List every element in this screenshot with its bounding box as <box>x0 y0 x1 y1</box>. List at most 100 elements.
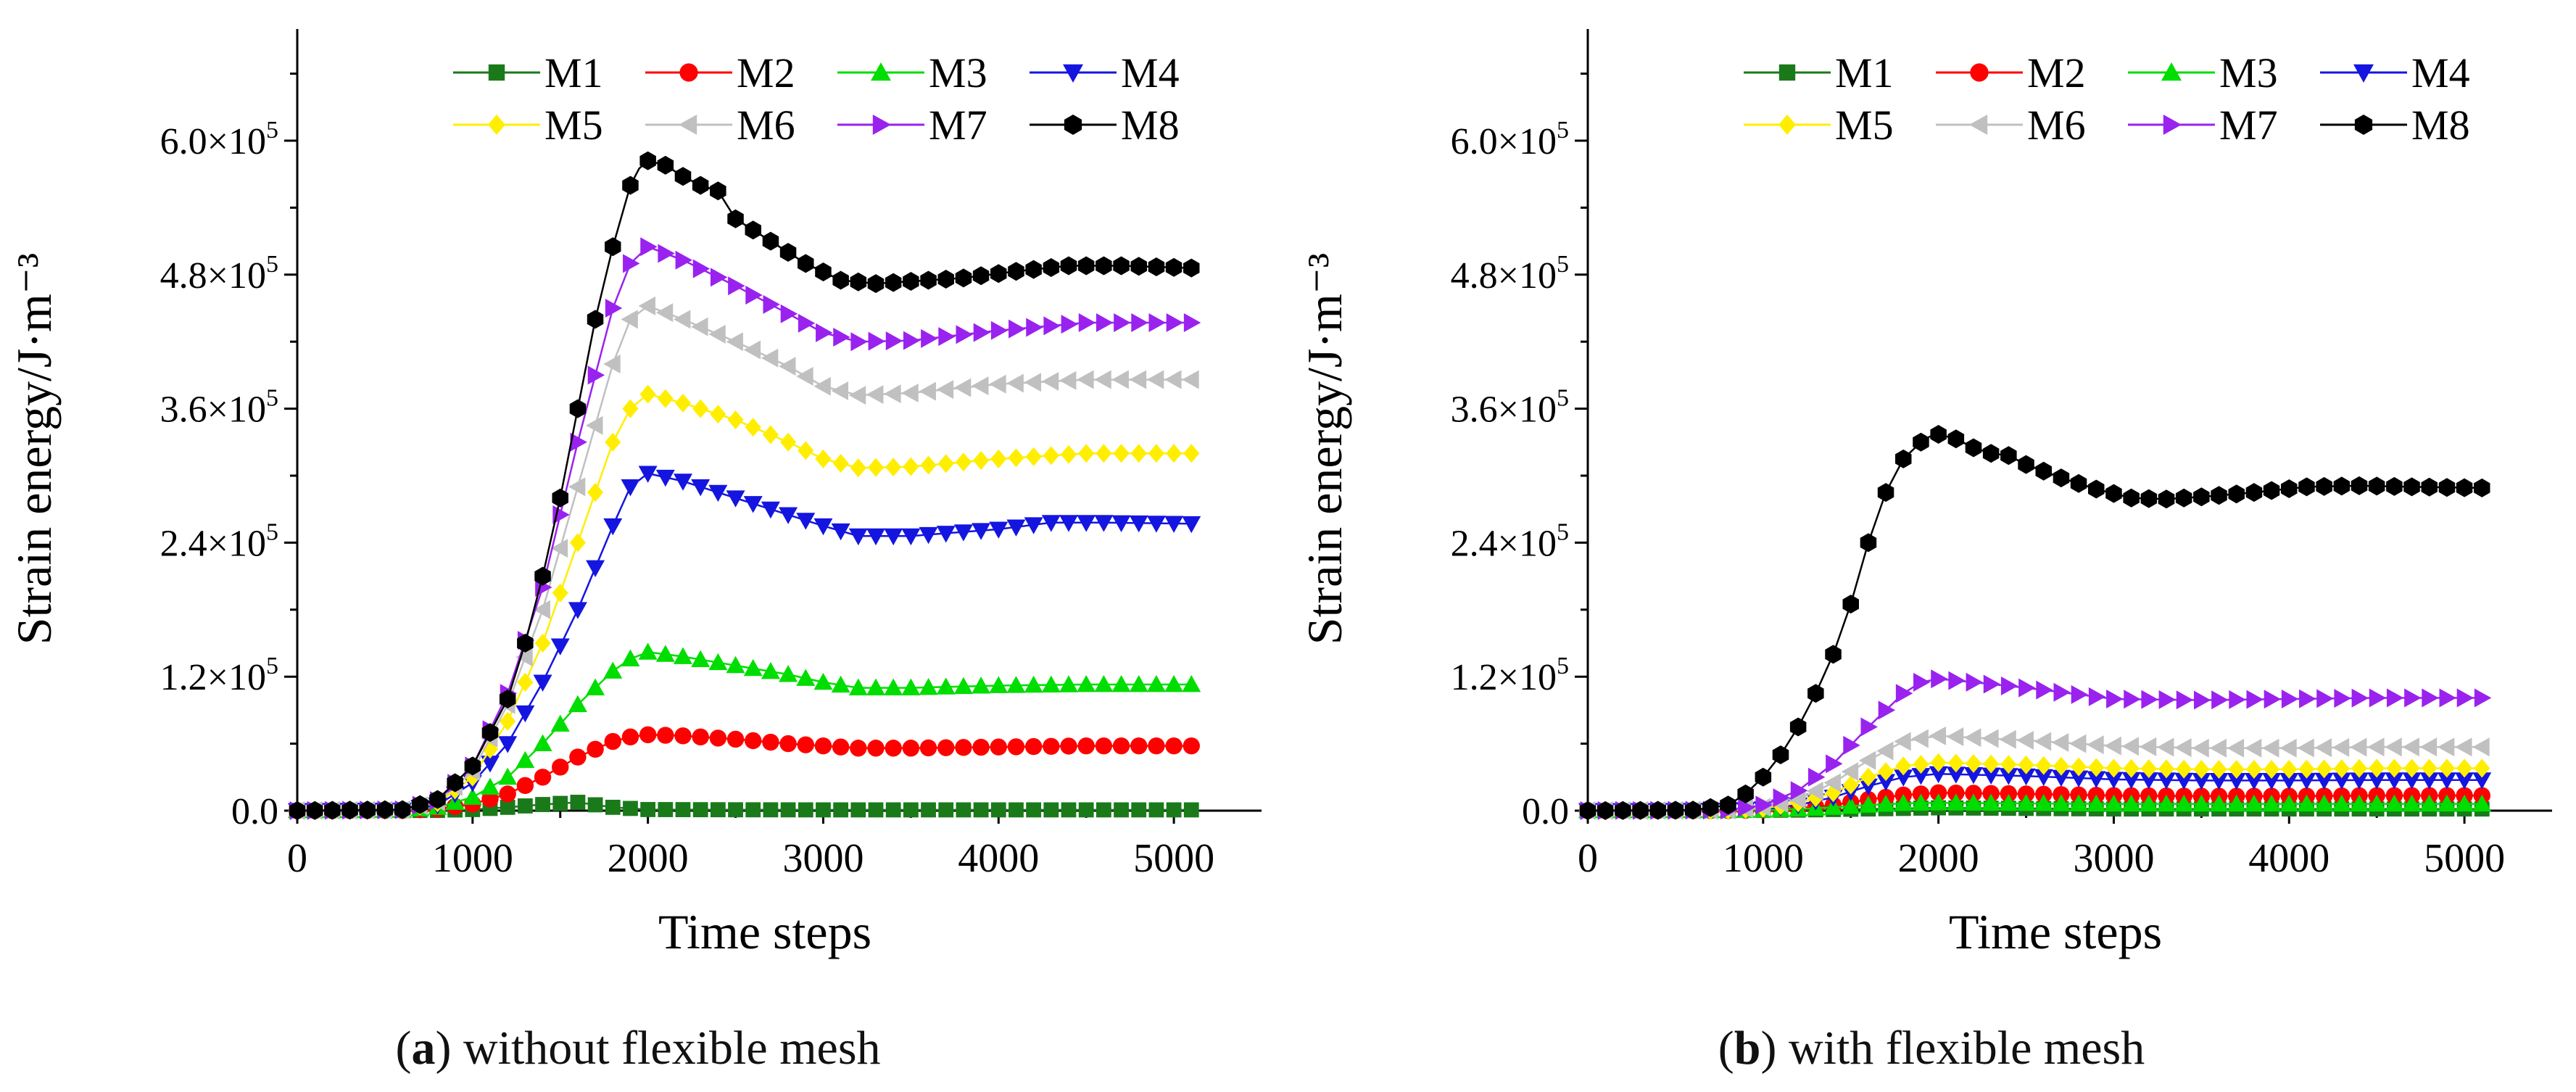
data-point-M8 <box>1649 801 1666 820</box>
data-point-M4 <box>779 507 798 524</box>
data-point-M6 <box>1806 782 1823 801</box>
data-point-M3 <box>2121 794 2141 812</box>
data-point-M6 <box>779 357 796 376</box>
data-point-M7 <box>1790 781 1808 801</box>
data-point-M8 <box>2035 461 2052 481</box>
data-point-M4 <box>568 602 587 619</box>
data-point-M5 <box>937 454 954 473</box>
data-point-M6 <box>848 386 866 405</box>
data-point-M7 <box>2158 690 2176 709</box>
y-tick-label: 4.8×105 <box>160 251 278 297</box>
legend-item-M8: M8 <box>2320 102 2470 149</box>
data-point-M8 <box>2105 484 2122 503</box>
data-point-M2 <box>674 727 692 745</box>
data-point-M3 <box>1894 793 1913 811</box>
data-point-M7 <box>1183 313 1201 333</box>
data-point-M8 <box>779 243 797 262</box>
legend-label: M3 <box>929 49 987 96</box>
data-point-M8 <box>1982 444 2000 463</box>
data-point-M4 <box>550 638 570 655</box>
data-point-M2 <box>1183 737 1200 755</box>
data-point-M4 <box>2402 772 2422 790</box>
data-point-M5 <box>2088 758 2105 777</box>
data-point-M3 <box>515 750 535 769</box>
data-point-M3 <box>621 649 640 666</box>
data-point-M8 <box>2281 479 2298 498</box>
data-point-M6 <box>1929 726 1947 745</box>
data-point-M5 <box>2386 758 2403 778</box>
data-point-M3 <box>2385 794 2404 812</box>
data-point-M6 <box>2139 737 2157 756</box>
data-point-M3 <box>708 653 728 671</box>
data-point-M5 <box>867 458 885 477</box>
data-point-M5 <box>2298 759 2315 779</box>
data-point-M5 <box>2000 755 2017 774</box>
data-point-M5 <box>2245 760 2262 779</box>
data-point-M6 <box>638 296 656 315</box>
data-point-M3 <box>1077 674 1096 692</box>
data-point-M8 <box>745 220 761 240</box>
data-point-M5 <box>2316 759 2332 779</box>
data-point-M8 <box>2175 488 2192 508</box>
data-point-M8 <box>798 254 814 273</box>
data-point-M8 <box>1130 257 1147 276</box>
data-point-M7 <box>1026 318 1043 337</box>
data-point-M3 <box>2174 794 2194 812</box>
data-point-M7 <box>1807 767 1826 787</box>
data-point-M7 <box>1773 788 1790 808</box>
data-point-M7 <box>833 328 850 347</box>
data-point-M3 <box>2016 793 2036 811</box>
data-point-M5 <box>2421 758 2438 778</box>
data-point-M6 <box>1946 727 1964 747</box>
data-point-M5 <box>973 451 990 471</box>
data-point-M6 <box>1111 370 1129 389</box>
data-point-M1 <box>1148 802 1164 818</box>
data-point-M1 <box>570 795 586 810</box>
data-point-M6 <box>2227 738 2245 758</box>
data-point-M1 <box>1043 802 1059 818</box>
data-point-M3 <box>1964 793 1983 811</box>
data-point-M5 <box>622 399 639 418</box>
data-point-M5 <box>2264 760 2280 779</box>
data-point-M3 <box>1146 674 1166 692</box>
data-point-M6 <box>568 477 586 497</box>
data-point-M7 <box>2422 688 2439 708</box>
data-point-M5 <box>885 458 902 477</box>
data-point-M8 <box>2403 477 2420 497</box>
data-point-M4 <box>586 560 605 578</box>
data-point-M8 <box>359 801 376 820</box>
data-point-M7 <box>1078 313 1096 333</box>
data-point-M4 <box>2227 773 2246 790</box>
data-point-M1 <box>1061 802 1077 818</box>
data-point-M6 <box>2016 730 2034 750</box>
legend-label: M5 <box>1835 102 1894 149</box>
data-point-M3 <box>813 672 833 690</box>
data-point-M6 <box>621 310 638 329</box>
data-point-M7 <box>2474 688 2492 708</box>
data-point-M7 <box>868 331 885 351</box>
data-point-M6 <box>2314 738 2332 758</box>
legend-marker-M3 <box>2161 62 2182 81</box>
data-point-M7 <box>1096 313 1114 333</box>
data-point-M2 <box>1982 785 2000 802</box>
data-point-M4 <box>1981 767 2001 785</box>
data-point-M4 <box>1094 515 1114 532</box>
data-point-M4 <box>848 528 868 546</box>
data-point-M8 <box>2368 476 2385 496</box>
data-point-M4 <box>2174 772 2194 790</box>
data-point-M8 <box>1877 483 1894 502</box>
data-point-M4 <box>2139 772 2158 790</box>
data-point-M3 <box>2087 794 2106 812</box>
data-point-M4 <box>2121 772 2141 790</box>
data-point-M7 <box>692 259 711 278</box>
legend-label: M3 <box>2219 49 2278 96</box>
data-point-M3 <box>2472 794 2492 812</box>
data-point-M7 <box>1043 316 1061 336</box>
y-tick-label: 6.0×105 <box>160 117 278 162</box>
data-point-M7 <box>675 250 692 270</box>
data-point-M8 <box>1596 801 1614 820</box>
data-point-M3 <box>2279 794 2299 812</box>
caption-b-paren-close: ) <box>1760 1022 1777 1075</box>
data-point-M6 <box>989 374 1006 394</box>
data-point-M7 <box>2124 690 2141 709</box>
